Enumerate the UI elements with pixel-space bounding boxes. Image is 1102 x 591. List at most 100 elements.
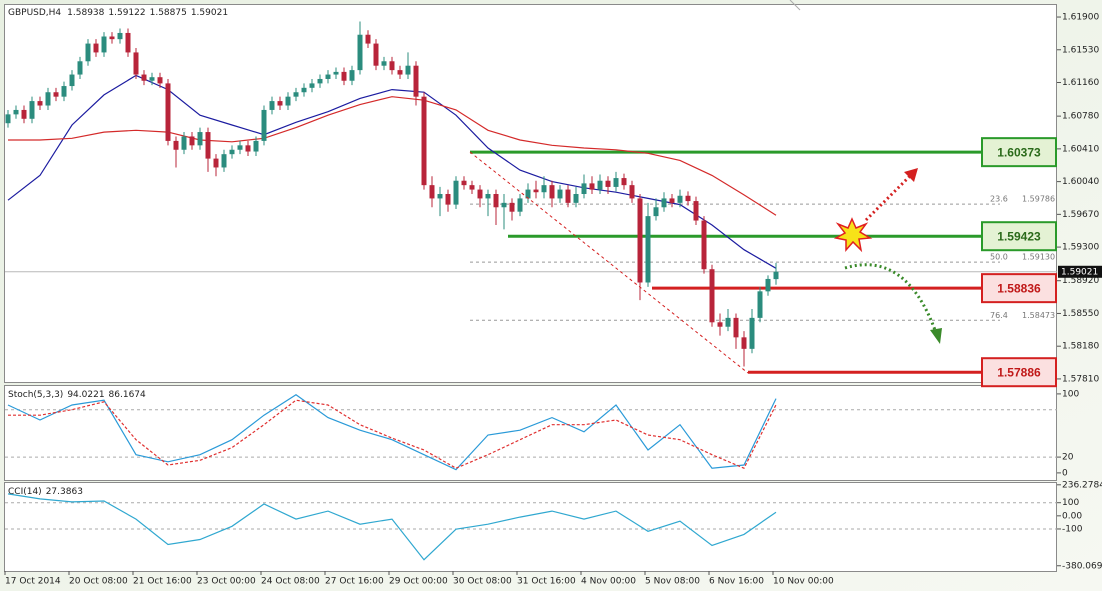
y-tick-label: 1.59670 bbox=[1062, 210, 1099, 220]
candle-body bbox=[413, 65, 419, 97]
candle-body bbox=[517, 198, 523, 212]
candle-body bbox=[229, 149, 235, 155]
candle-body bbox=[93, 43, 99, 53]
candle-body bbox=[525, 189, 531, 199]
candle-body bbox=[557, 189, 563, 199]
x-tick-label: 5 Nov 08:00 bbox=[645, 577, 700, 587]
candle-body bbox=[85, 43, 91, 62]
candle-body bbox=[53, 92, 59, 97]
candle-body bbox=[157, 77, 163, 84]
candle-body bbox=[357, 34, 363, 71]
x-tick-label: 31 Oct 16:00 bbox=[517, 577, 576, 587]
candle-body bbox=[469, 185, 475, 190]
candle-body bbox=[421, 96, 427, 186]
cci-name: CCI(14) bbox=[8, 487, 42, 497]
candle-body bbox=[45, 92, 51, 106]
candle-body bbox=[445, 194, 451, 205]
corner-mark bbox=[789, 0, 801, 11]
candle-body bbox=[221, 154, 227, 168]
candle-body bbox=[269, 101, 275, 110]
candle-body bbox=[493, 194, 499, 208]
fib-value: 1.59130 bbox=[1022, 253, 1055, 262]
x-tick-label: 23 Oct 00:00 bbox=[197, 577, 256, 587]
y-tick-label: 236.2784 bbox=[1062, 480, 1102, 490]
candle-body bbox=[661, 198, 667, 208]
stoch-name: Stoch(5,3,3) bbox=[8, 390, 63, 400]
candle-body bbox=[453, 180, 459, 205]
candle-body bbox=[285, 96, 291, 106]
candle-body bbox=[669, 198, 675, 203]
candle-body bbox=[333, 71, 339, 75]
candle-body bbox=[701, 220, 707, 270]
candle-body bbox=[477, 189, 483, 199]
candle-body bbox=[261, 109, 267, 141]
candle-body bbox=[509, 202, 515, 212]
candle-body bbox=[541, 185, 547, 193]
candle-body bbox=[693, 201, 699, 221]
cci-panel bbox=[4, 482, 1057, 572]
x-tick-label: 20 Oct 08:00 bbox=[69, 577, 128, 587]
candle-body bbox=[573, 194, 579, 203]
level-box bbox=[981, 137, 1057, 168]
candle-body bbox=[765, 278, 771, 292]
candle-body bbox=[69, 74, 75, 87]
candle-body bbox=[37, 101, 43, 106]
candle-body bbox=[405, 65, 411, 75]
y-tick-label: 1.60040 bbox=[1062, 177, 1099, 187]
candle-body bbox=[293, 92, 299, 97]
fib-ratio: 23.6 bbox=[990, 195, 1008, 204]
fib-value: 1.59786 bbox=[1022, 195, 1055, 204]
candle-body bbox=[581, 183, 587, 194]
candle-body bbox=[189, 136, 195, 146]
y-tick-label: 1.61530 bbox=[1062, 45, 1099, 55]
x-tick-label: 6 Nov 16:00 bbox=[709, 577, 764, 587]
x-tick-label: 4 Nov 00:00 bbox=[581, 577, 636, 587]
chart-header: GBPUSD,H4 1.58938 1.59122 1.58875 1.59021 bbox=[8, 8, 228, 18]
candle-body bbox=[677, 195, 683, 203]
candle-body bbox=[717, 322, 723, 327]
x-tick-label: 27 Oct 16:00 bbox=[325, 577, 384, 587]
candle-body bbox=[653, 207, 659, 217]
candle-body bbox=[309, 83, 315, 88]
indicator-line bbox=[8, 96, 777, 216]
candle-body bbox=[461, 180, 467, 186]
candle-body bbox=[213, 158, 219, 168]
candle-body bbox=[773, 271, 779, 280]
y-tick-label: 1.58180 bbox=[1062, 342, 1099, 352]
fib-value: 1.58473 bbox=[1022, 311, 1055, 320]
candle-body bbox=[125, 32, 131, 53]
level-label: 1.57886 bbox=[997, 365, 1041, 379]
candle-body bbox=[741, 337, 747, 349]
candle-body bbox=[397, 70, 403, 75]
candle-body bbox=[13, 109, 19, 115]
up-arrow-line bbox=[864, 172, 914, 222]
candle-body bbox=[725, 317, 731, 327]
candle-body bbox=[117, 32, 123, 40]
candle-body bbox=[645, 216, 651, 283]
candle-body bbox=[301, 87, 307, 93]
candle-body bbox=[237, 145, 243, 150]
stoch-signal-value: 86.1674 bbox=[109, 390, 146, 400]
y-tick-label: 1.61160 bbox=[1062, 78, 1099, 88]
level-label: 1.59423 bbox=[997, 229, 1041, 243]
candle-body bbox=[101, 36, 107, 53]
candle-body bbox=[197, 132, 203, 146]
candle-body bbox=[637, 198, 643, 283]
stoch-panel bbox=[4, 385, 1057, 481]
y-tick-label: 1.61900 bbox=[1062, 13, 1099, 23]
price-tag-label: 1.59021 bbox=[1061, 267, 1098, 277]
level-box bbox=[981, 273, 1057, 304]
y-tick-label: -380.0692 bbox=[1062, 561, 1102, 571]
candle-body bbox=[629, 185, 635, 199]
candle-body bbox=[533, 189, 539, 193]
candle-body bbox=[317, 78, 323, 84]
candle-body bbox=[621, 178, 627, 186]
fib-trendline bbox=[469, 151, 749, 374]
candle-body bbox=[173, 140, 179, 150]
indicator-line bbox=[7, 493, 777, 561]
candle-body bbox=[349, 70, 355, 81]
stoch-title: Stoch(5,3,3) 94.0221 86.1674 bbox=[8, 390, 146, 400]
y-tick-label: 1.60780 bbox=[1062, 112, 1099, 122]
candle-body bbox=[141, 74, 147, 81]
